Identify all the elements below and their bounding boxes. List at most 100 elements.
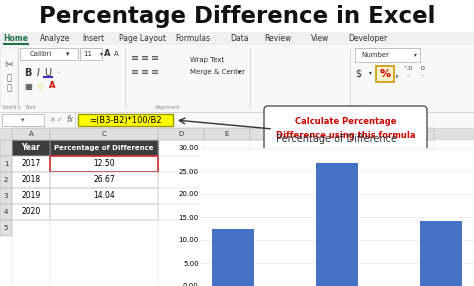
Text: I: I (410, 131, 412, 137)
Bar (50, 140, 158, 156)
Bar (50, 204, 158, 220)
Text: Year: Year (21, 144, 40, 152)
Bar (0, 48, 18, 106)
Bar (0, 32, 474, 45)
Bar (2, 114, 44, 126)
Text: $: $ (355, 68, 361, 78)
Text: Calculate Percentage: Calculate Percentage (295, 118, 396, 126)
Text: B: B (24, 68, 32, 78)
Text: D: D (178, 131, 183, 137)
Bar (0, 45, 474, 115)
Bar (250, 128, 296, 140)
Bar (0, 172, 12, 188)
Text: Number: Number (355, 105, 375, 110)
FancyBboxPatch shape (264, 106, 427, 152)
Text: ⎗: ⎗ (7, 84, 11, 92)
Text: ✂: ✂ (4, 60, 14, 70)
Text: ⎘: ⎘ (7, 74, 11, 82)
Text: G: G (316, 131, 322, 137)
Text: ✕: ✕ (49, 117, 55, 123)
Text: ≡: ≡ (131, 53, 139, 63)
Bar (204, 128, 250, 140)
Text: 2: 2 (4, 177, 8, 183)
Bar (355, 48, 420, 62)
Bar (212, 229, 254, 286)
Text: A: A (49, 82, 55, 90)
Text: Data: Data (231, 34, 249, 43)
Bar (420, 221, 462, 286)
Text: %: % (380, 69, 391, 79)
Text: 5: 5 (4, 225, 8, 231)
Text: ,: , (395, 67, 399, 80)
Text: Alignment: Alignment (155, 105, 181, 110)
Text: 12.50: 12.50 (93, 160, 115, 168)
Text: ·: · (57, 70, 59, 76)
Bar (388, 128, 434, 140)
Text: ≡: ≡ (141, 67, 149, 77)
Bar (316, 163, 358, 286)
Text: 2018: 2018 (21, 176, 41, 184)
Bar (0, 140, 12, 156)
Text: Percentage Difference in Excel: Percentage Difference in Excel (39, 5, 435, 29)
Text: Review: Review (264, 34, 292, 43)
Text: 11: 11 (83, 51, 92, 57)
Bar (0, 128, 474, 286)
Text: H: H (363, 131, 368, 137)
Text: ⁻: ⁻ (406, 76, 410, 80)
Text: Font: Font (26, 105, 37, 110)
Bar (0, 204, 12, 220)
Text: Analyze: Analyze (40, 34, 70, 43)
Text: .0: .0 (419, 65, 425, 71)
Bar (0, 220, 12, 236)
Bar (12, 188, 50, 204)
Text: 2020: 2020 (21, 208, 41, 217)
Text: ▦: ▦ (24, 82, 32, 90)
Text: F: F (271, 131, 275, 137)
Text: Number: Number (361, 52, 389, 58)
Bar (78, 114, 173, 126)
Text: ▾: ▾ (369, 71, 371, 76)
Text: E: E (225, 131, 229, 137)
Text: A: A (28, 131, 33, 137)
Text: ≡: ≡ (151, 53, 159, 63)
Text: ▾: ▾ (66, 51, 70, 57)
Text: 26.67: 26.67 (93, 176, 115, 184)
Text: ≡: ≡ (141, 53, 149, 63)
Text: Merge & Center: Merge & Center (190, 69, 245, 75)
Bar (0, 156, 12, 172)
Text: ◇: ◇ (37, 82, 43, 90)
Text: 14.04: 14.04 (93, 192, 115, 200)
Text: U: U (45, 68, 52, 78)
Text: Difference using this formula: Difference using this formula (276, 132, 415, 140)
Bar (50, 188, 158, 204)
Text: 4: 4 (4, 209, 8, 215)
Bar (12, 140, 50, 156)
Text: ▾: ▾ (414, 53, 416, 57)
Text: 2019: 2019 (21, 192, 41, 200)
Text: Insert: Insert (82, 34, 104, 43)
Text: =(B3-B2)*100/B2: =(B3-B2)*100/B2 (89, 116, 161, 124)
Text: ≡: ≡ (131, 67, 139, 77)
Text: Page Layout: Page Layout (119, 34, 166, 43)
Text: Calibri: Calibri (30, 51, 52, 57)
Bar (80, 48, 102, 60)
Text: 3: 3 (4, 193, 8, 199)
Bar (50, 156, 158, 172)
Text: Home: Home (3, 34, 28, 43)
Bar (12, 156, 50, 172)
Bar (296, 128, 342, 140)
Text: Developer: Developer (348, 34, 388, 43)
Bar (376, 66, 394, 82)
Text: A: A (104, 49, 110, 59)
Text: ↄ: ↄ (18, 105, 21, 110)
Text: 1: 1 (4, 161, 8, 167)
Bar (12, 128, 50, 140)
Text: I: I (36, 68, 39, 78)
Text: Wrap Text: Wrap Text (190, 57, 224, 63)
Text: ⁺.0: ⁺.0 (403, 65, 412, 71)
Text: ▾: ▾ (100, 51, 102, 57)
Bar (12, 172, 50, 188)
Title: Percentage of Difference: Percentage of Difference (276, 134, 398, 144)
Text: A: A (114, 51, 118, 57)
Text: 2017: 2017 (21, 160, 41, 168)
